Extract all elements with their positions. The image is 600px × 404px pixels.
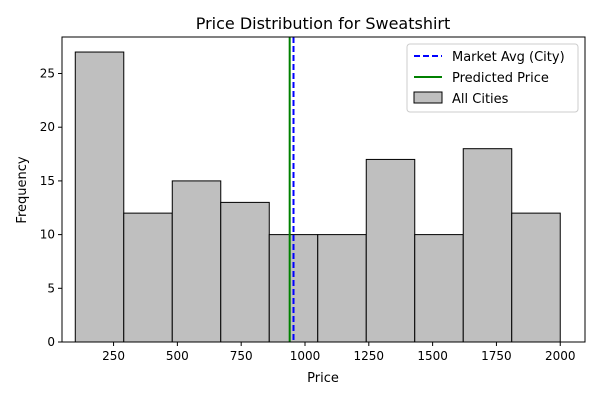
histogram-bar [171, 180, 222, 343]
legend-market-avg-label: Market Avg (City) [452, 50, 565, 65]
y-tick-label: 25 [40, 67, 55, 81]
histogram-bar [123, 212, 173, 343]
y-axis-label: Frequency [15, 156, 30, 223]
histogram-bar [462, 148, 513, 343]
legend: Market Avg (City) Predicted Price All Ci… [406, 43, 579, 113]
legend-all-cities-label: All Cities [452, 92, 509, 107]
x-tick-label: 1250 [354, 349, 385, 363]
y-tick-label: 20 [40, 120, 55, 134]
plot-area-frame [61, 36, 586, 343]
legend-predicted-label: Predicted Price [452, 71, 549, 86]
x-axis: 250 500 750 1000 1250 1500 1750 2000 [102, 342, 576, 363]
x-tick-label: 500 [166, 349, 189, 363]
legend-all-cities-marker [413, 91, 443, 104]
y-tick-label: 10 [40, 228, 55, 242]
histogram-bar [414, 234, 464, 343]
x-tick-label: 750 [230, 349, 253, 363]
x-tick-label: 1000 [290, 349, 321, 363]
y-axis: 0 5 10 15 20 25 [40, 67, 62, 349]
y-tick-label: 15 [40, 174, 55, 188]
x-tick-label: 250 [102, 349, 125, 363]
y-tick-label: 0 [47, 335, 55, 349]
histogram-bar [74, 51, 125, 343]
bars-layer [74, 51, 561, 343]
histogram-bar [220, 201, 270, 343]
reference-lines-layer [288, 37, 295, 342]
x-axis-label: Price [307, 371, 339, 386]
legend-box [406, 43, 579, 113]
chart-title: Price Distribution for Sweatshirt [196, 14, 451, 33]
x-tick-label: 1750 [481, 349, 512, 363]
x-tick-label: 1500 [417, 349, 448, 363]
histogram-bar [317, 234, 367, 343]
histogram-bar [511, 212, 561, 343]
x-tick-label: 2000 [545, 349, 576, 363]
histogram-bar [365, 158, 416, 343]
y-tick-label: 5 [47, 281, 55, 295]
